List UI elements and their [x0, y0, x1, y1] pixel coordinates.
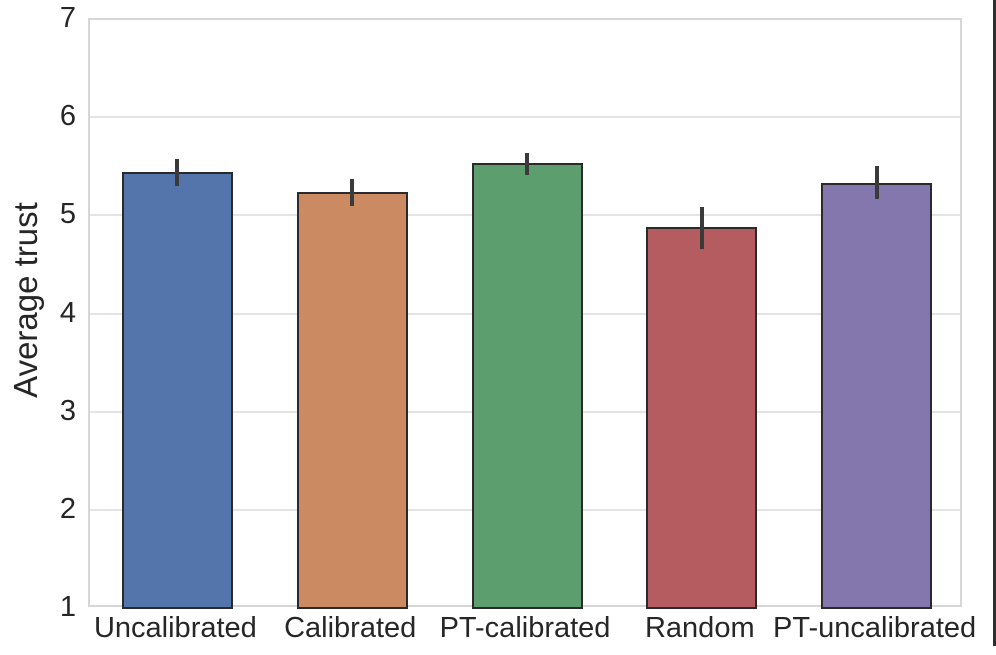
plot-area	[88, 18, 962, 609]
bar-calibrated	[296, 191, 408, 609]
gridline-y-6	[90, 116, 960, 119]
bar-random	[646, 227, 758, 609]
x-tick-label-uncalibrated: Uncalibrated	[93, 612, 257, 644]
bar-pt-calibrated	[471, 163, 583, 609]
y-tick-label-4: 4	[59, 296, 76, 329]
x-tick-label-pt-uncalibrated: PT-uncalibrated	[773, 612, 977, 644]
y-tick-label-5: 5	[59, 198, 76, 231]
y-tick-label-2: 2	[59, 492, 76, 525]
error-bar-pt-calibrated	[525, 152, 529, 176]
bar-pt-uncalibrated	[821, 182, 933, 609]
y-tick-label-3: 3	[59, 394, 76, 427]
bar-uncalibrated	[121, 172, 233, 609]
error-bar-calibrated	[350, 179, 355, 206]
y-tick-label-1: 1	[59, 591, 76, 623]
right-edge-border	[993, 0, 996, 646]
error-bar-pt-uncalibrated	[874, 166, 879, 199]
error-bar-uncalibrated	[175, 159, 180, 186]
x-tick-label-random: Random	[644, 612, 755, 644]
error-bar-random	[699, 206, 704, 249]
y-tick-label-6: 6	[59, 100, 76, 133]
x-tick-label-calibrated: Calibrated	[284, 612, 417, 644]
x-tick-label-pt-calibrated: PT-calibrated	[439, 612, 611, 644]
y-tick-label-7: 7	[59, 2, 76, 34]
